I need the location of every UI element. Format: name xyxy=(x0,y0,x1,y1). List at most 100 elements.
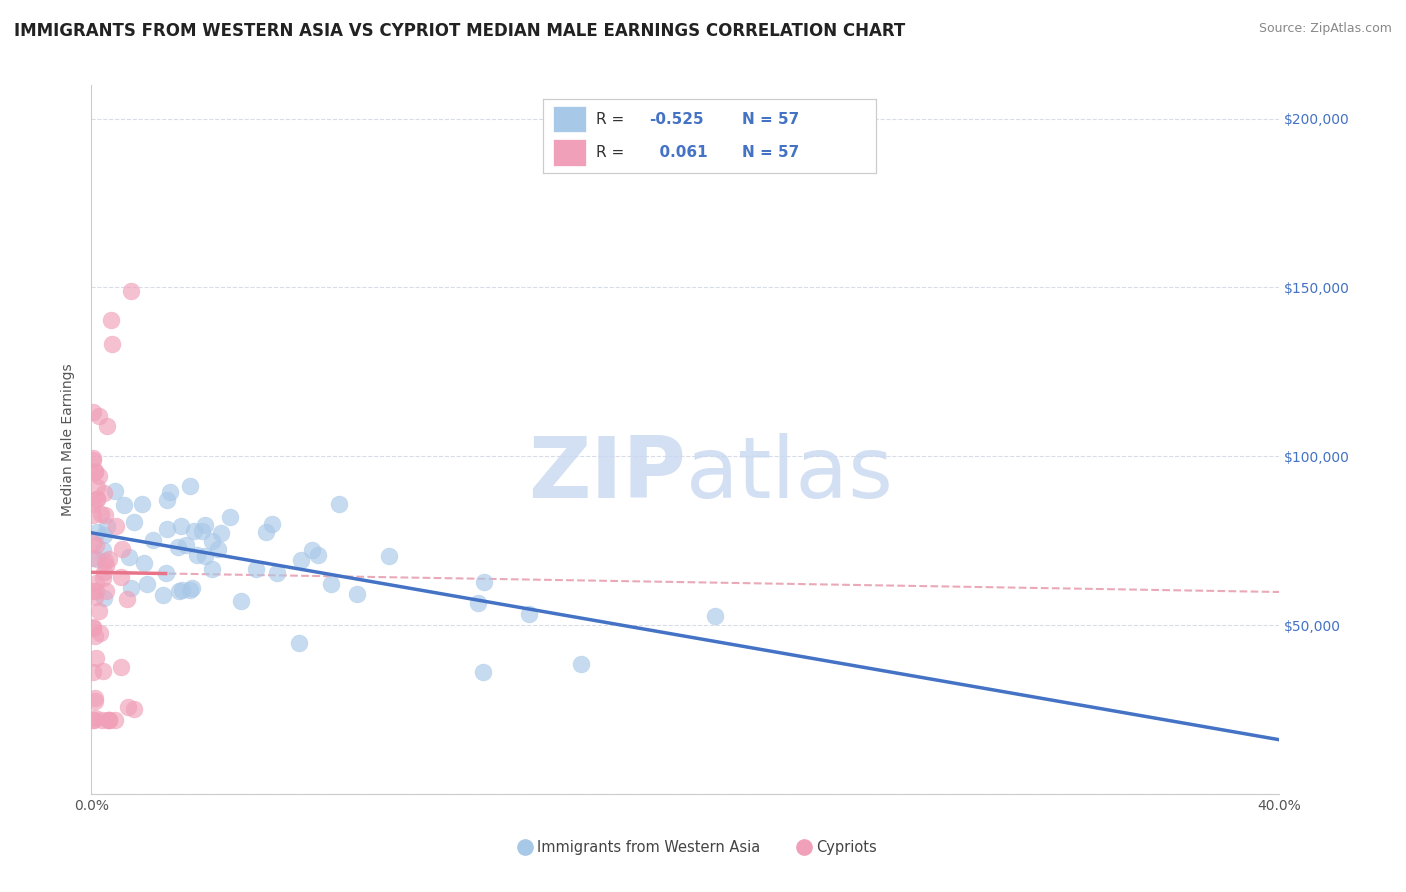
Point xyxy=(180,581,202,595)
Point xyxy=(82,620,104,634)
Point xyxy=(91,664,114,678)
Point xyxy=(194,549,217,563)
Point xyxy=(98,551,121,566)
Point xyxy=(377,549,399,563)
Point xyxy=(82,550,104,565)
Point xyxy=(517,607,540,622)
Point xyxy=(194,518,217,533)
Point xyxy=(82,497,104,511)
Point xyxy=(82,508,104,522)
Point xyxy=(86,492,108,507)
Point xyxy=(86,584,108,599)
Point xyxy=(121,285,143,299)
Point xyxy=(167,583,190,598)
Point xyxy=(91,543,114,558)
Point xyxy=(82,665,104,680)
Point xyxy=(288,636,311,650)
Point xyxy=(89,468,111,483)
Point xyxy=(569,657,592,671)
Point xyxy=(110,660,132,674)
Point xyxy=(179,582,201,597)
Point xyxy=(472,665,495,679)
Point xyxy=(83,629,105,643)
Point xyxy=(91,713,114,727)
Point xyxy=(89,626,111,640)
Point xyxy=(94,584,117,599)
Point xyxy=(209,525,232,540)
Point xyxy=(96,558,118,573)
Text: ZIP: ZIP xyxy=(527,434,685,516)
Point xyxy=(183,524,205,538)
Point xyxy=(82,405,104,419)
Point xyxy=(96,519,118,533)
Point xyxy=(86,524,108,539)
Point xyxy=(93,591,115,606)
Point xyxy=(82,450,104,465)
Point xyxy=(122,515,145,529)
Point xyxy=(82,453,104,467)
Point xyxy=(83,693,105,707)
Point xyxy=(84,590,107,604)
Point xyxy=(472,575,495,590)
Point xyxy=(100,313,122,327)
Point xyxy=(170,519,193,533)
Point xyxy=(87,604,110,618)
Point xyxy=(82,621,104,635)
Point xyxy=(93,565,115,579)
Point xyxy=(84,538,107,552)
Point xyxy=(111,542,134,557)
Point xyxy=(167,541,190,555)
Point xyxy=(84,650,107,665)
Point xyxy=(703,609,725,624)
Point xyxy=(131,498,153,512)
Point xyxy=(82,584,104,599)
Text: IMMIGRANTS FROM WESTERN ASIA VS CYPRIOT MEDIAN MALE EARNINGS CORRELATION CHART: IMMIGRANTS FROM WESTERN ASIA VS CYPRIOT … xyxy=(14,22,905,40)
Text: atlas: atlas xyxy=(685,434,893,516)
Point xyxy=(83,691,105,706)
Point xyxy=(84,711,107,725)
Point xyxy=(120,582,142,596)
Point xyxy=(83,465,105,479)
Point xyxy=(110,570,132,584)
Y-axis label: Median Male Earnings: Median Male Earnings xyxy=(62,363,76,516)
Point xyxy=(97,713,120,727)
Point xyxy=(87,409,110,423)
Point xyxy=(346,587,368,601)
Point xyxy=(201,562,224,576)
Point xyxy=(103,713,125,727)
Point xyxy=(94,508,117,522)
Point xyxy=(134,556,156,570)
Point xyxy=(155,566,177,581)
Point xyxy=(122,702,145,716)
Point xyxy=(219,510,242,524)
Point xyxy=(94,554,117,568)
Point xyxy=(86,551,108,566)
Point xyxy=(319,576,342,591)
Point xyxy=(290,552,312,566)
Point xyxy=(90,507,112,521)
Point xyxy=(254,524,277,539)
Point xyxy=(101,337,124,351)
Point xyxy=(86,492,108,507)
Point xyxy=(104,518,127,533)
Point xyxy=(307,548,329,562)
Point xyxy=(98,713,121,727)
Point xyxy=(245,562,267,576)
Point xyxy=(231,593,253,607)
Point xyxy=(186,549,208,563)
Point xyxy=(96,418,118,433)
Point xyxy=(118,550,141,565)
Point xyxy=(93,527,115,541)
Point xyxy=(93,485,115,500)
Point xyxy=(260,516,283,531)
Point xyxy=(159,485,181,500)
Point xyxy=(82,536,104,550)
Point xyxy=(86,480,108,494)
Point xyxy=(84,575,107,590)
Point xyxy=(152,588,174,602)
Point xyxy=(83,713,105,727)
Point xyxy=(301,543,323,558)
Point xyxy=(467,596,489,610)
Point xyxy=(201,534,224,549)
Point xyxy=(112,498,135,512)
